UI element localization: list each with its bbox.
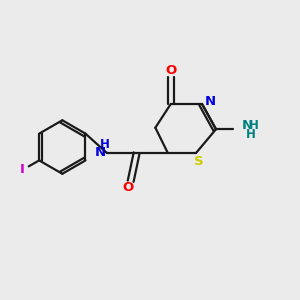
Text: N: N — [242, 118, 253, 131]
Text: H: H — [100, 138, 110, 151]
Text: N: N — [205, 95, 216, 108]
Text: H: H — [245, 128, 255, 141]
Text: H: H — [248, 118, 258, 131]
Text: O: O — [165, 64, 176, 77]
Text: I: I — [20, 163, 25, 176]
Text: N: N — [95, 146, 106, 160]
Text: S: S — [194, 155, 203, 168]
Text: O: O — [122, 181, 133, 194]
